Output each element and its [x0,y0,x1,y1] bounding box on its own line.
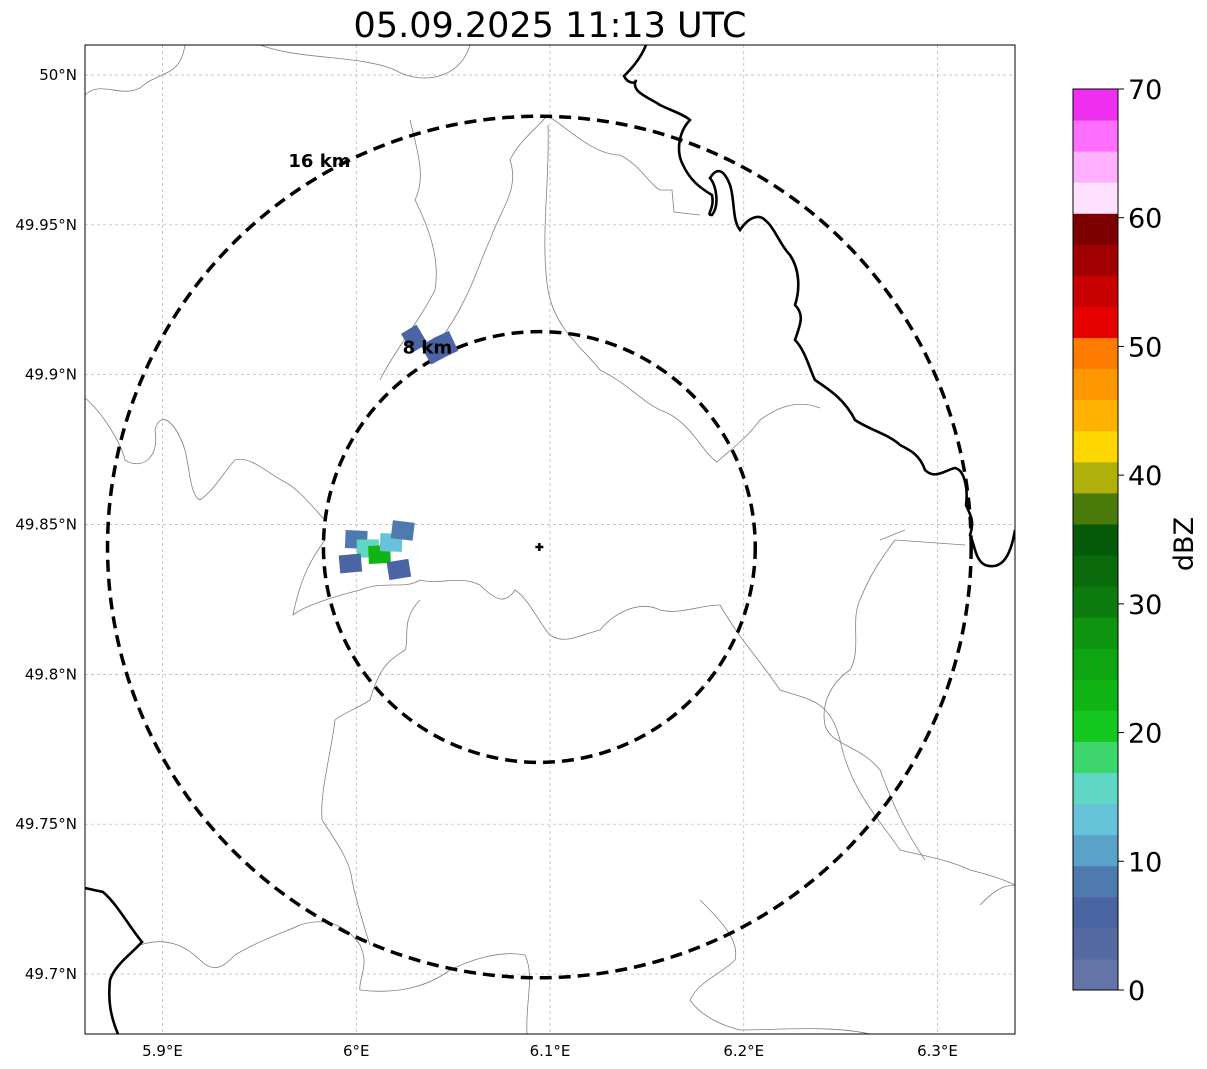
colorbar-segment [1073,927,1118,960]
longitude-tick-label: 5.9°E [142,1042,183,1060]
colorbar-tick-label: 60 [1128,204,1162,235]
admin-boundary-south-east-2 [689,899,871,1034]
colorbar-tick-label: 30 [1128,590,1162,621]
latitude-tick-label: 49.8°N [25,665,77,683]
range-ring-label: 16 km [288,151,350,172]
admin-boundary-central-east [544,124,821,463]
colorbar-segment [1073,399,1118,432]
colorbar-segment [1073,306,1118,339]
colorbar-segment [1073,523,1118,556]
colorbar-tick-label: 50 [1128,332,1162,363]
latitude-tick-label: 50°N [39,66,77,84]
colorbar-segment [1073,151,1118,183]
colorbar-segment [1073,586,1118,618]
admin-boundary-south-centre [321,599,421,946]
longitude-tick-labels: 5.9°E 6°E 6.1°E 6.2°E 6.3°E [142,1042,958,1060]
country-borders [85,45,1015,1034]
colorbar-tick-label: 70 [1128,75,1162,106]
admin-boundary-north-east-region [544,114,701,216]
range-ring-label: 8 km [403,338,453,359]
longitude-tick-label: 6°E [343,1042,370,1060]
colorbar-tick-label: 0 [1128,976,1145,1007]
echo-west-7 [386,558,412,581]
colorbar-tick-label: 20 [1128,719,1162,750]
colorbar-segment [1073,182,1118,214]
colorbar-segment [1073,648,1118,680]
admin-boundary-south [139,921,530,1034]
latitude-tick-label: 49.7°N [25,965,77,983]
map-frame [84,44,1016,1035]
admin-boundary-west [85,397,326,521]
admin-boundaries [85,45,1015,1034]
colorbar-frame [1072,88,1119,991]
echo-west-5 [390,520,415,541]
colorbar-segment [1073,803,1118,836]
colorbar-segment [1073,617,1118,649]
latitude-tick-labels: 49.7°N 49.75°N 49.8°N 49.85°N 49.9°N 49.95°N 5… [15,66,77,983]
admin-boundary-north [259,45,471,79]
echo-north-2 [420,336,447,365]
latitude-tick-label: 49.9°N [25,366,77,384]
colorbar-segment [1073,430,1118,463]
longitude-tick-label: 6.3°E [917,1042,958,1060]
country-border-east [622,45,1015,568]
echo-north-3 [432,330,459,359]
echo-west-6 [338,553,363,574]
colorbar: 0 10 20 30 40 50 60 70 dBZ [1072,75,1200,1007]
range-rings [105,114,973,980]
admin-boundary-south-west [292,539,721,640]
longitude-tick-label: 6.2°E [723,1042,764,1060]
radar-echoes [338,324,459,581]
colorbar-segment [1073,461,1118,494]
colorbar-segment [1073,741,1118,774]
longitude-tick-label: 6.1°E [530,1042,571,1060]
colorbar-segment [1073,710,1118,742]
range-ring-16km [105,114,973,980]
colorbar-tick-label: 40 [1128,461,1162,492]
latitude-tick-label: 49.95°N [15,216,77,234]
colorbar-segment [1073,555,1118,587]
colorbar-tick-label: 10 [1128,847,1162,878]
colorbar-segment [1073,120,1118,152]
admin-boundary-east-spur [879,529,966,546]
admin-boundary-north-west [85,45,186,96]
colorbar-segment [1073,89,1118,121]
colorbar-segment [1073,679,1118,711]
map-title: 05.09.2025 11:13 UTC [354,6,747,46]
colorbar-label: dBZ [1169,517,1200,571]
colorbar-segment [1073,896,1118,929]
colorbar-segment [1073,337,1118,370]
range-ring-8km [321,329,758,765]
colorbar-segment [1073,492,1118,525]
range-ring-labels: 8 km 16 km [288,151,452,359]
country-border-south-west [85,886,144,1034]
radar-site-marker [535,542,544,551]
colorbar-segment [1073,213,1118,245]
latitude-tick-label: 49.75°N [15,815,77,833]
admin-boundary-south-east [719,604,1015,886]
colorbar-segment [1073,368,1118,401]
colorbar-segment [1073,772,1118,805]
admin-boundary-centre-north [439,117,546,341]
map-area: 8 km 16 km [84,44,1016,1035]
admin-boundary-far-east [979,884,1015,906]
latitude-tick-label: 49.85°N [15,516,77,534]
colorbar-segment [1073,275,1118,307]
colorbar-segment [1073,244,1118,276]
colorbar-segment [1073,834,1118,867]
colorbar-segment [1073,865,1118,898]
admin-boundary-east [823,539,926,861]
colorbar-segment [1073,958,1118,991]
